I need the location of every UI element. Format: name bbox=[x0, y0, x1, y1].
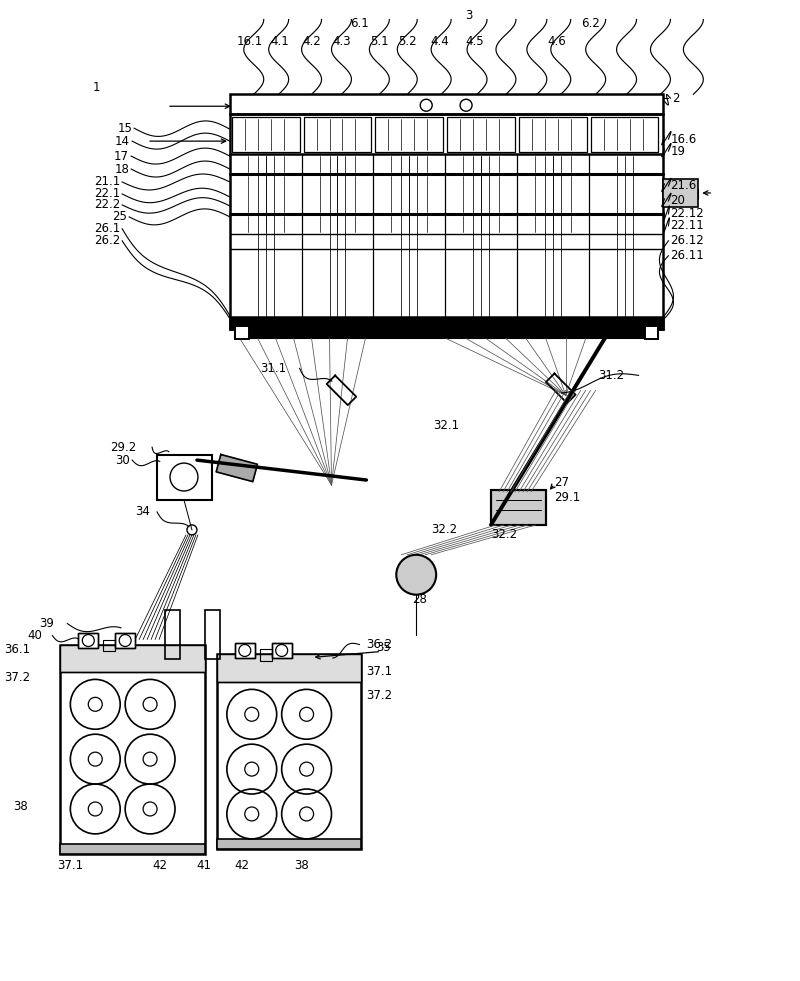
Text: 19: 19 bbox=[670, 144, 686, 158]
Text: 4.5: 4.5 bbox=[466, 35, 484, 48]
Text: 36.1: 36.1 bbox=[4, 643, 30, 656]
Text: 26.1: 26.1 bbox=[94, 223, 120, 235]
Text: 4.2: 4.2 bbox=[302, 35, 321, 48]
Bar bbox=[103, 640, 115, 651]
Bar bbox=[272, 643, 292, 658]
Text: 27: 27 bbox=[554, 476, 569, 489]
Text: 4.1: 4.1 bbox=[270, 35, 289, 48]
Text: 22.11: 22.11 bbox=[670, 220, 704, 232]
Text: 28: 28 bbox=[412, 594, 426, 606]
Text: 32.2: 32.2 bbox=[491, 529, 517, 542]
Bar bbox=[205, 609, 220, 659]
Text: 26.11: 26.11 bbox=[670, 249, 704, 262]
Bar bbox=[491, 490, 546, 525]
Text: 6.2: 6.2 bbox=[582, 17, 600, 30]
Polygon shape bbox=[216, 454, 258, 482]
Text: 22.12: 22.12 bbox=[670, 207, 704, 221]
Text: 26.12: 26.12 bbox=[670, 234, 704, 247]
Text: 37.1: 37.1 bbox=[366, 665, 393, 678]
Bar bbox=[230, 317, 663, 329]
Text: 38: 38 bbox=[294, 859, 309, 872]
Bar bbox=[519, 117, 586, 152]
Circle shape bbox=[396, 555, 436, 594]
Text: 21.6: 21.6 bbox=[670, 180, 697, 192]
Bar bbox=[447, 117, 515, 152]
Bar bbox=[217, 839, 362, 849]
Bar bbox=[60, 645, 205, 853]
Bar bbox=[260, 649, 272, 661]
Text: 34: 34 bbox=[135, 505, 150, 518]
Text: 22.1: 22.1 bbox=[94, 187, 120, 200]
Text: 4.3: 4.3 bbox=[332, 35, 350, 48]
Text: 22.2: 22.2 bbox=[94, 198, 120, 212]
Bar bbox=[157, 455, 212, 500]
Bar bbox=[235, 326, 249, 339]
Text: 32.1: 32.1 bbox=[433, 419, 459, 432]
Text: 36.2: 36.2 bbox=[366, 638, 393, 651]
Text: 31.1: 31.1 bbox=[260, 362, 286, 375]
Text: 16.1: 16.1 bbox=[237, 35, 263, 48]
Bar bbox=[645, 326, 658, 339]
Bar bbox=[235, 329, 658, 338]
Bar bbox=[230, 114, 663, 329]
Bar bbox=[60, 645, 205, 672]
Bar bbox=[78, 633, 98, 648]
Text: 37.2: 37.2 bbox=[366, 689, 393, 701]
Bar bbox=[235, 326, 249, 339]
Text: 17: 17 bbox=[114, 149, 129, 163]
Bar bbox=[115, 633, 135, 648]
Bar bbox=[217, 654, 362, 849]
Text: 41: 41 bbox=[197, 859, 211, 872]
Bar bbox=[375, 117, 443, 152]
Text: 29.1: 29.1 bbox=[554, 491, 580, 504]
Text: 20: 20 bbox=[670, 194, 686, 207]
Bar bbox=[217, 654, 362, 683]
Text: 1: 1 bbox=[92, 80, 100, 94]
Text: 35: 35 bbox=[376, 641, 391, 654]
Bar bbox=[663, 179, 698, 207]
Text: 5.1: 5.1 bbox=[370, 35, 389, 48]
Text: 42: 42 bbox=[234, 859, 250, 872]
Text: 40: 40 bbox=[27, 629, 42, 642]
Text: 37.1: 37.1 bbox=[58, 859, 83, 872]
Text: 15: 15 bbox=[118, 122, 132, 134]
Text: 39: 39 bbox=[39, 617, 54, 630]
Bar bbox=[60, 844, 205, 853]
Bar bbox=[491, 490, 546, 525]
Text: 30: 30 bbox=[115, 453, 130, 467]
Bar bbox=[590, 117, 658, 152]
Text: 4.4: 4.4 bbox=[430, 35, 450, 48]
Text: 18: 18 bbox=[114, 163, 129, 176]
Text: 21.1: 21.1 bbox=[94, 176, 120, 188]
Text: 6.1: 6.1 bbox=[350, 17, 369, 30]
Text: 4.6: 4.6 bbox=[547, 35, 566, 48]
Text: 37.2: 37.2 bbox=[4, 671, 30, 684]
Text: 25: 25 bbox=[112, 210, 127, 224]
Text: 14: 14 bbox=[115, 134, 130, 147]
Text: 42: 42 bbox=[153, 859, 167, 872]
Bar bbox=[232, 117, 300, 152]
Bar bbox=[235, 643, 254, 658]
Bar bbox=[230, 94, 663, 114]
Text: 38: 38 bbox=[13, 800, 27, 813]
Bar bbox=[235, 643, 254, 658]
Text: 26.2: 26.2 bbox=[94, 234, 120, 247]
Bar bbox=[303, 117, 371, 152]
Text: 5.2: 5.2 bbox=[398, 35, 417, 48]
Text: 31.2: 31.2 bbox=[598, 369, 625, 382]
Bar bbox=[645, 326, 658, 339]
Bar bbox=[272, 643, 292, 658]
Bar bbox=[115, 633, 135, 648]
Bar bbox=[165, 609, 180, 659]
Text: 32.2: 32.2 bbox=[431, 524, 458, 537]
Bar bbox=[78, 633, 98, 648]
Text: 2: 2 bbox=[673, 92, 680, 105]
Text: 16.6: 16.6 bbox=[670, 132, 697, 145]
Text: 29.2: 29.2 bbox=[110, 440, 137, 453]
Text: 3: 3 bbox=[466, 9, 473, 22]
